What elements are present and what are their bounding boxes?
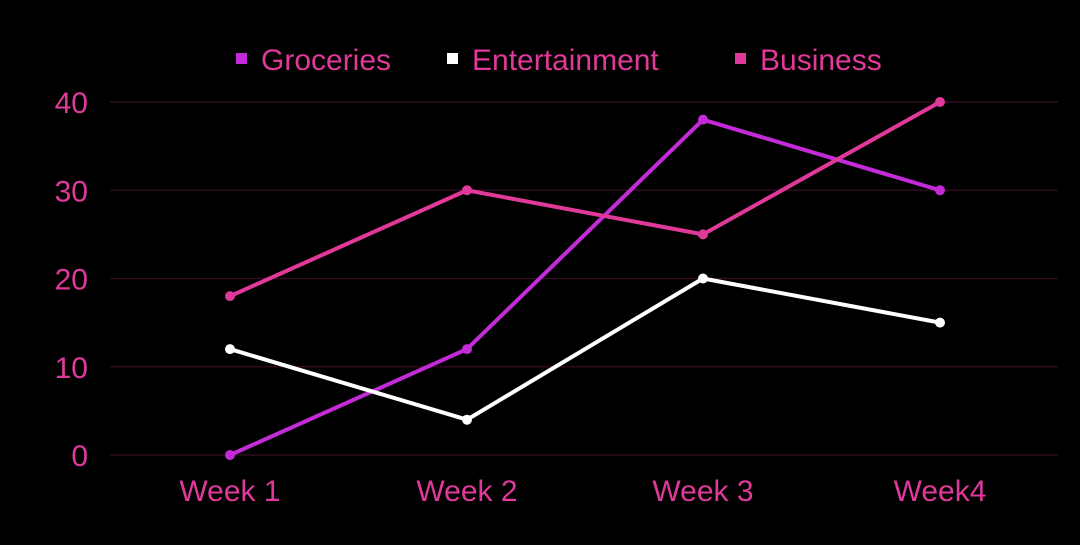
data-point-entertainment [225,344,235,355]
data-point-groceries [935,185,945,196]
y-tick-label: 10 [55,352,88,385]
data-point-entertainment [462,414,472,425]
y-tick-label: 20 [55,264,88,297]
legend-label: Entertainment [472,44,659,77]
data-point-groceries [698,114,708,125]
y-axis-ticks: 0 10 20 30 40 [55,87,88,473]
data-point-business [462,185,472,196]
data-point-business [698,229,708,240]
series-line-entertainment [228,276,942,422]
data-point-entertainment [935,317,945,328]
data-point-entertainment [698,273,708,284]
legend-swatch [236,53,247,64]
legend-item-business: Business [735,44,882,77]
series-line-business [228,100,942,299]
x-tick-label: Week 2 [416,475,517,508]
data-point-business [935,97,945,107]
y-tick-label: 30 [55,175,88,208]
x-axis-ticks: Week 1 Week 2 Week 3 Week4 [179,475,986,508]
x-tick-label: Week 1 [179,475,280,508]
y-tick-label: 40 [55,87,88,120]
series-groceries [225,114,945,460]
series-layer [225,97,945,460]
series-line-groceries [228,117,942,457]
legend: Groceries Entertainment Business [236,44,882,77]
legend-swatch [735,53,746,64]
x-tick-label: Week4 [894,475,987,508]
legend-item-entertainment: Entertainment [447,44,659,77]
grid-layer [110,101,1058,456]
legend-label: Business [760,44,882,77]
legend-item-groceries: Groceries [236,44,391,77]
series-business [225,97,945,302]
legend-label: Groceries [261,44,391,77]
data-point-business [225,291,235,302]
series-entertainment [225,273,945,425]
y-tick-label: 0 [71,440,88,473]
data-point-groceries [462,344,472,355]
data-point-groceries [225,450,235,460]
x-tick-label: Week 3 [652,475,753,508]
legend-swatch [447,53,458,64]
